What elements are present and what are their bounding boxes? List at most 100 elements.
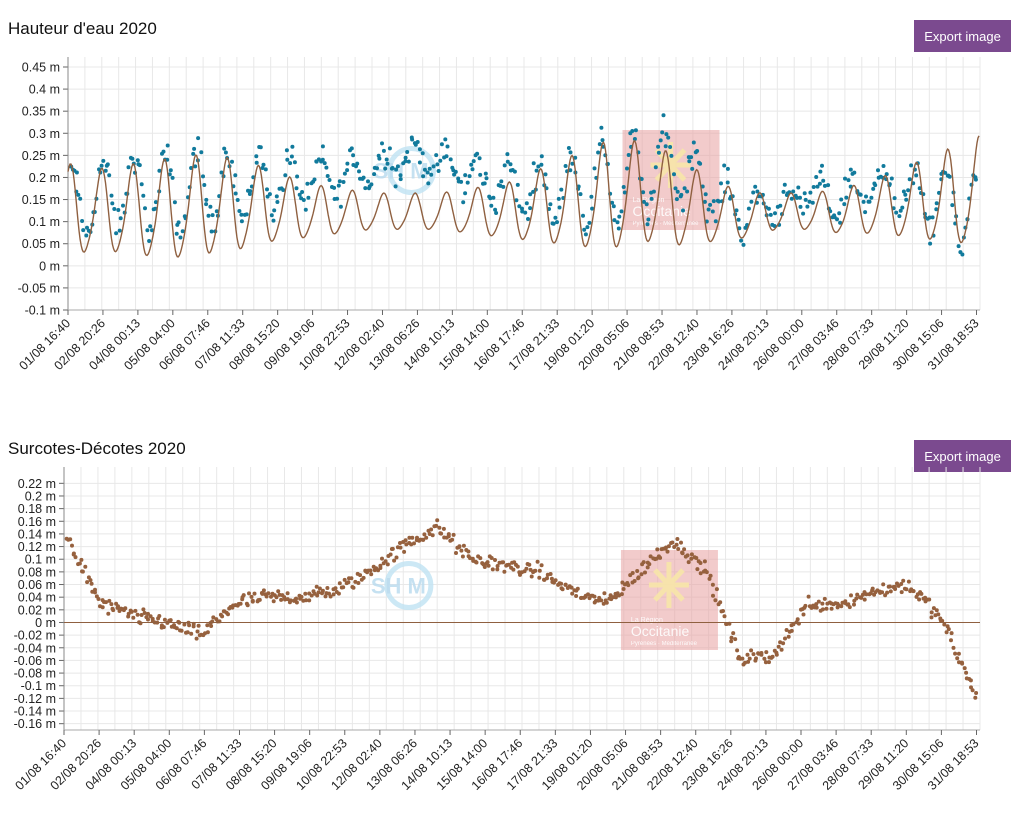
observation-point <box>393 184 398 189</box>
observation-point <box>700 184 705 189</box>
surge-point <box>774 652 779 657</box>
observation-point <box>649 196 654 201</box>
observation-point <box>837 211 842 216</box>
y-tick-label: 0 m <box>35 616 56 630</box>
surge-point <box>940 618 945 623</box>
observation-point <box>239 212 244 217</box>
occitanie-text: Occitanie <box>631 623 690 639</box>
surge-point <box>285 591 290 596</box>
surge-point <box>146 617 150 622</box>
surge-point <box>337 581 342 586</box>
surge-point <box>434 523 439 528</box>
observation-point <box>478 172 483 177</box>
export-image-button[interactable]: Export image <box>914 20 1011 52</box>
observation-point <box>934 207 939 212</box>
observation-point <box>690 166 695 171</box>
surge-point <box>641 560 646 565</box>
observation-point <box>148 224 153 229</box>
observation-point <box>80 219 85 223</box>
observation-point <box>202 183 207 187</box>
observation-point <box>869 195 874 200</box>
observation-point <box>682 186 687 191</box>
observation-point <box>135 158 140 163</box>
chart-title: Surcotes-Décotes 2020 <box>8 439 186 458</box>
observation-point <box>808 190 813 195</box>
surge-point <box>670 540 675 545</box>
surge-point <box>545 576 549 581</box>
surge-point <box>79 557 84 562</box>
observation-point <box>351 153 356 158</box>
observation-point <box>539 162 544 167</box>
observation-point <box>325 174 330 178</box>
observation-point <box>536 164 541 169</box>
surge-point <box>205 623 210 628</box>
surge-point <box>746 659 751 664</box>
observation-point <box>589 194 594 199</box>
surge-point <box>689 556 694 561</box>
chart-title: Hauteur d'eau 2020 <box>8 19 157 38</box>
observation-point <box>192 146 197 151</box>
observation-point <box>139 182 144 187</box>
surge-point <box>901 578 906 583</box>
surge-point <box>904 587 909 592</box>
observation-point <box>906 188 911 193</box>
surge-point <box>368 568 373 573</box>
observation-point <box>674 197 679 202</box>
surge-point <box>358 573 363 578</box>
observation-point <box>467 174 472 179</box>
observation-point <box>272 208 277 213</box>
observation-point <box>973 177 978 182</box>
surge-point <box>776 644 781 649</box>
surge-point <box>763 660 768 665</box>
observation-point <box>489 203 494 208</box>
surge-point <box>679 540 683 545</box>
surge-point <box>553 578 558 583</box>
observation-point <box>209 229 214 234</box>
observation-point <box>708 202 713 207</box>
y-tick-label: 0.06 m <box>18 578 56 592</box>
surge-point <box>682 547 687 552</box>
observation-point <box>372 172 377 177</box>
observation-point <box>415 140 420 144</box>
observation-point <box>873 183 878 188</box>
surge-point <box>157 614 162 618</box>
surge-point <box>747 656 752 661</box>
observation-point <box>289 154 294 159</box>
surge-point <box>695 567 700 572</box>
observation-point <box>755 189 760 194</box>
export-image-button[interactable]: Export image <box>914 440 1011 472</box>
observation-point <box>417 160 422 165</box>
observation-point <box>802 191 807 196</box>
surge-point <box>307 598 312 603</box>
observation-point <box>820 163 824 168</box>
surge-point <box>956 651 961 656</box>
surge-point <box>460 554 465 559</box>
surge-point <box>341 585 346 590</box>
observation-point <box>717 199 721 204</box>
surge-point <box>269 594 273 599</box>
observation-point <box>943 170 948 175</box>
observation-point <box>332 185 337 190</box>
observation-point <box>222 146 227 151</box>
surge-point <box>635 569 640 573</box>
observation-point <box>410 137 415 142</box>
observation-point <box>616 226 621 231</box>
observation-point <box>867 199 872 204</box>
observation-point <box>429 172 434 177</box>
observation-point <box>766 206 771 211</box>
observation-point <box>145 228 150 233</box>
surge-point <box>288 598 293 603</box>
observation-point <box>74 170 79 175</box>
observation-point <box>559 187 564 192</box>
surge-point <box>733 637 738 642</box>
observation-point <box>796 185 801 190</box>
observation-point <box>283 173 288 178</box>
observation-point <box>528 206 533 211</box>
observation-point <box>815 184 820 189</box>
surge-point <box>247 591 251 596</box>
y-tick-label: 0.08 m <box>18 565 56 579</box>
observation-point <box>206 213 211 218</box>
surge-point <box>927 597 932 602</box>
surge-point <box>604 600 609 605</box>
observation-point <box>199 150 204 155</box>
